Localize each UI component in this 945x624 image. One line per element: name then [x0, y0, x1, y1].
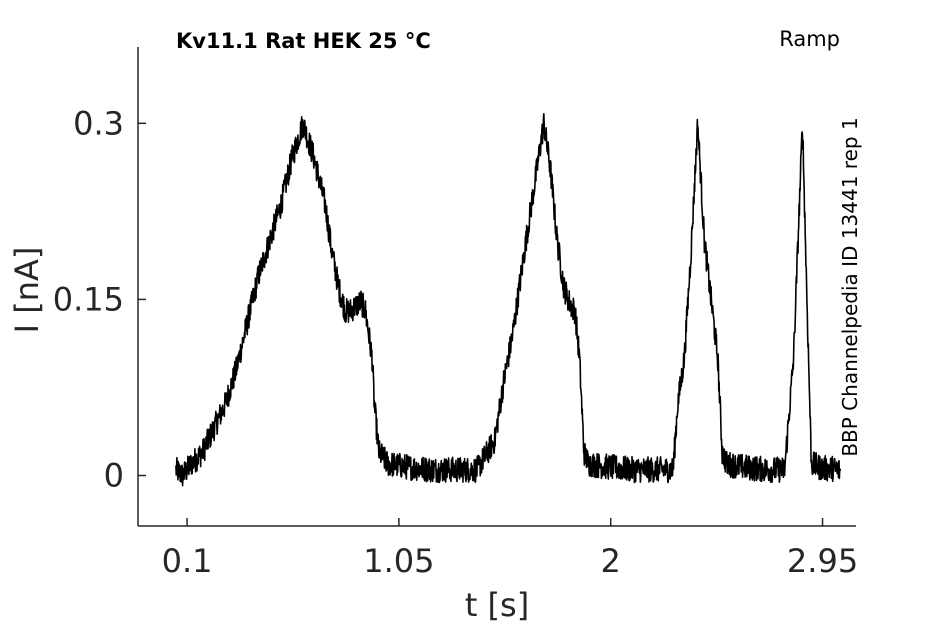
- y-tick-label: 0.15: [53, 280, 124, 318]
- x-tick-label: 1.05: [363, 542, 434, 580]
- x-tick-label: 2.95: [787, 542, 858, 580]
- x-axis-label: t [s]: [465, 586, 529, 624]
- chart-title: Kv11.1 Rat HEK 25 °C: [176, 29, 431, 53]
- y-axis-label: I [nA]: [8, 247, 46, 334]
- trace-layer: [175, 113, 842, 487]
- protocol-label: Ramp: [779, 27, 840, 51]
- x-tick-label: 2: [601, 542, 621, 580]
- x-ticks: 0.1 1.05 2 2.95: [162, 518, 858, 580]
- y-tick-label: 0.3: [73, 104, 124, 142]
- x-tick-label: 0.1: [162, 542, 213, 580]
- y-ticks: 0 0.15 0.3: [53, 104, 146, 495]
- y-tick-label: 0: [104, 457, 124, 495]
- channelpedia-id-label: BBP Channelpedia ID 13441 rep 1: [838, 117, 862, 456]
- current-trace-line: [175, 113, 842, 487]
- axes-layer: [137, 47, 856, 527]
